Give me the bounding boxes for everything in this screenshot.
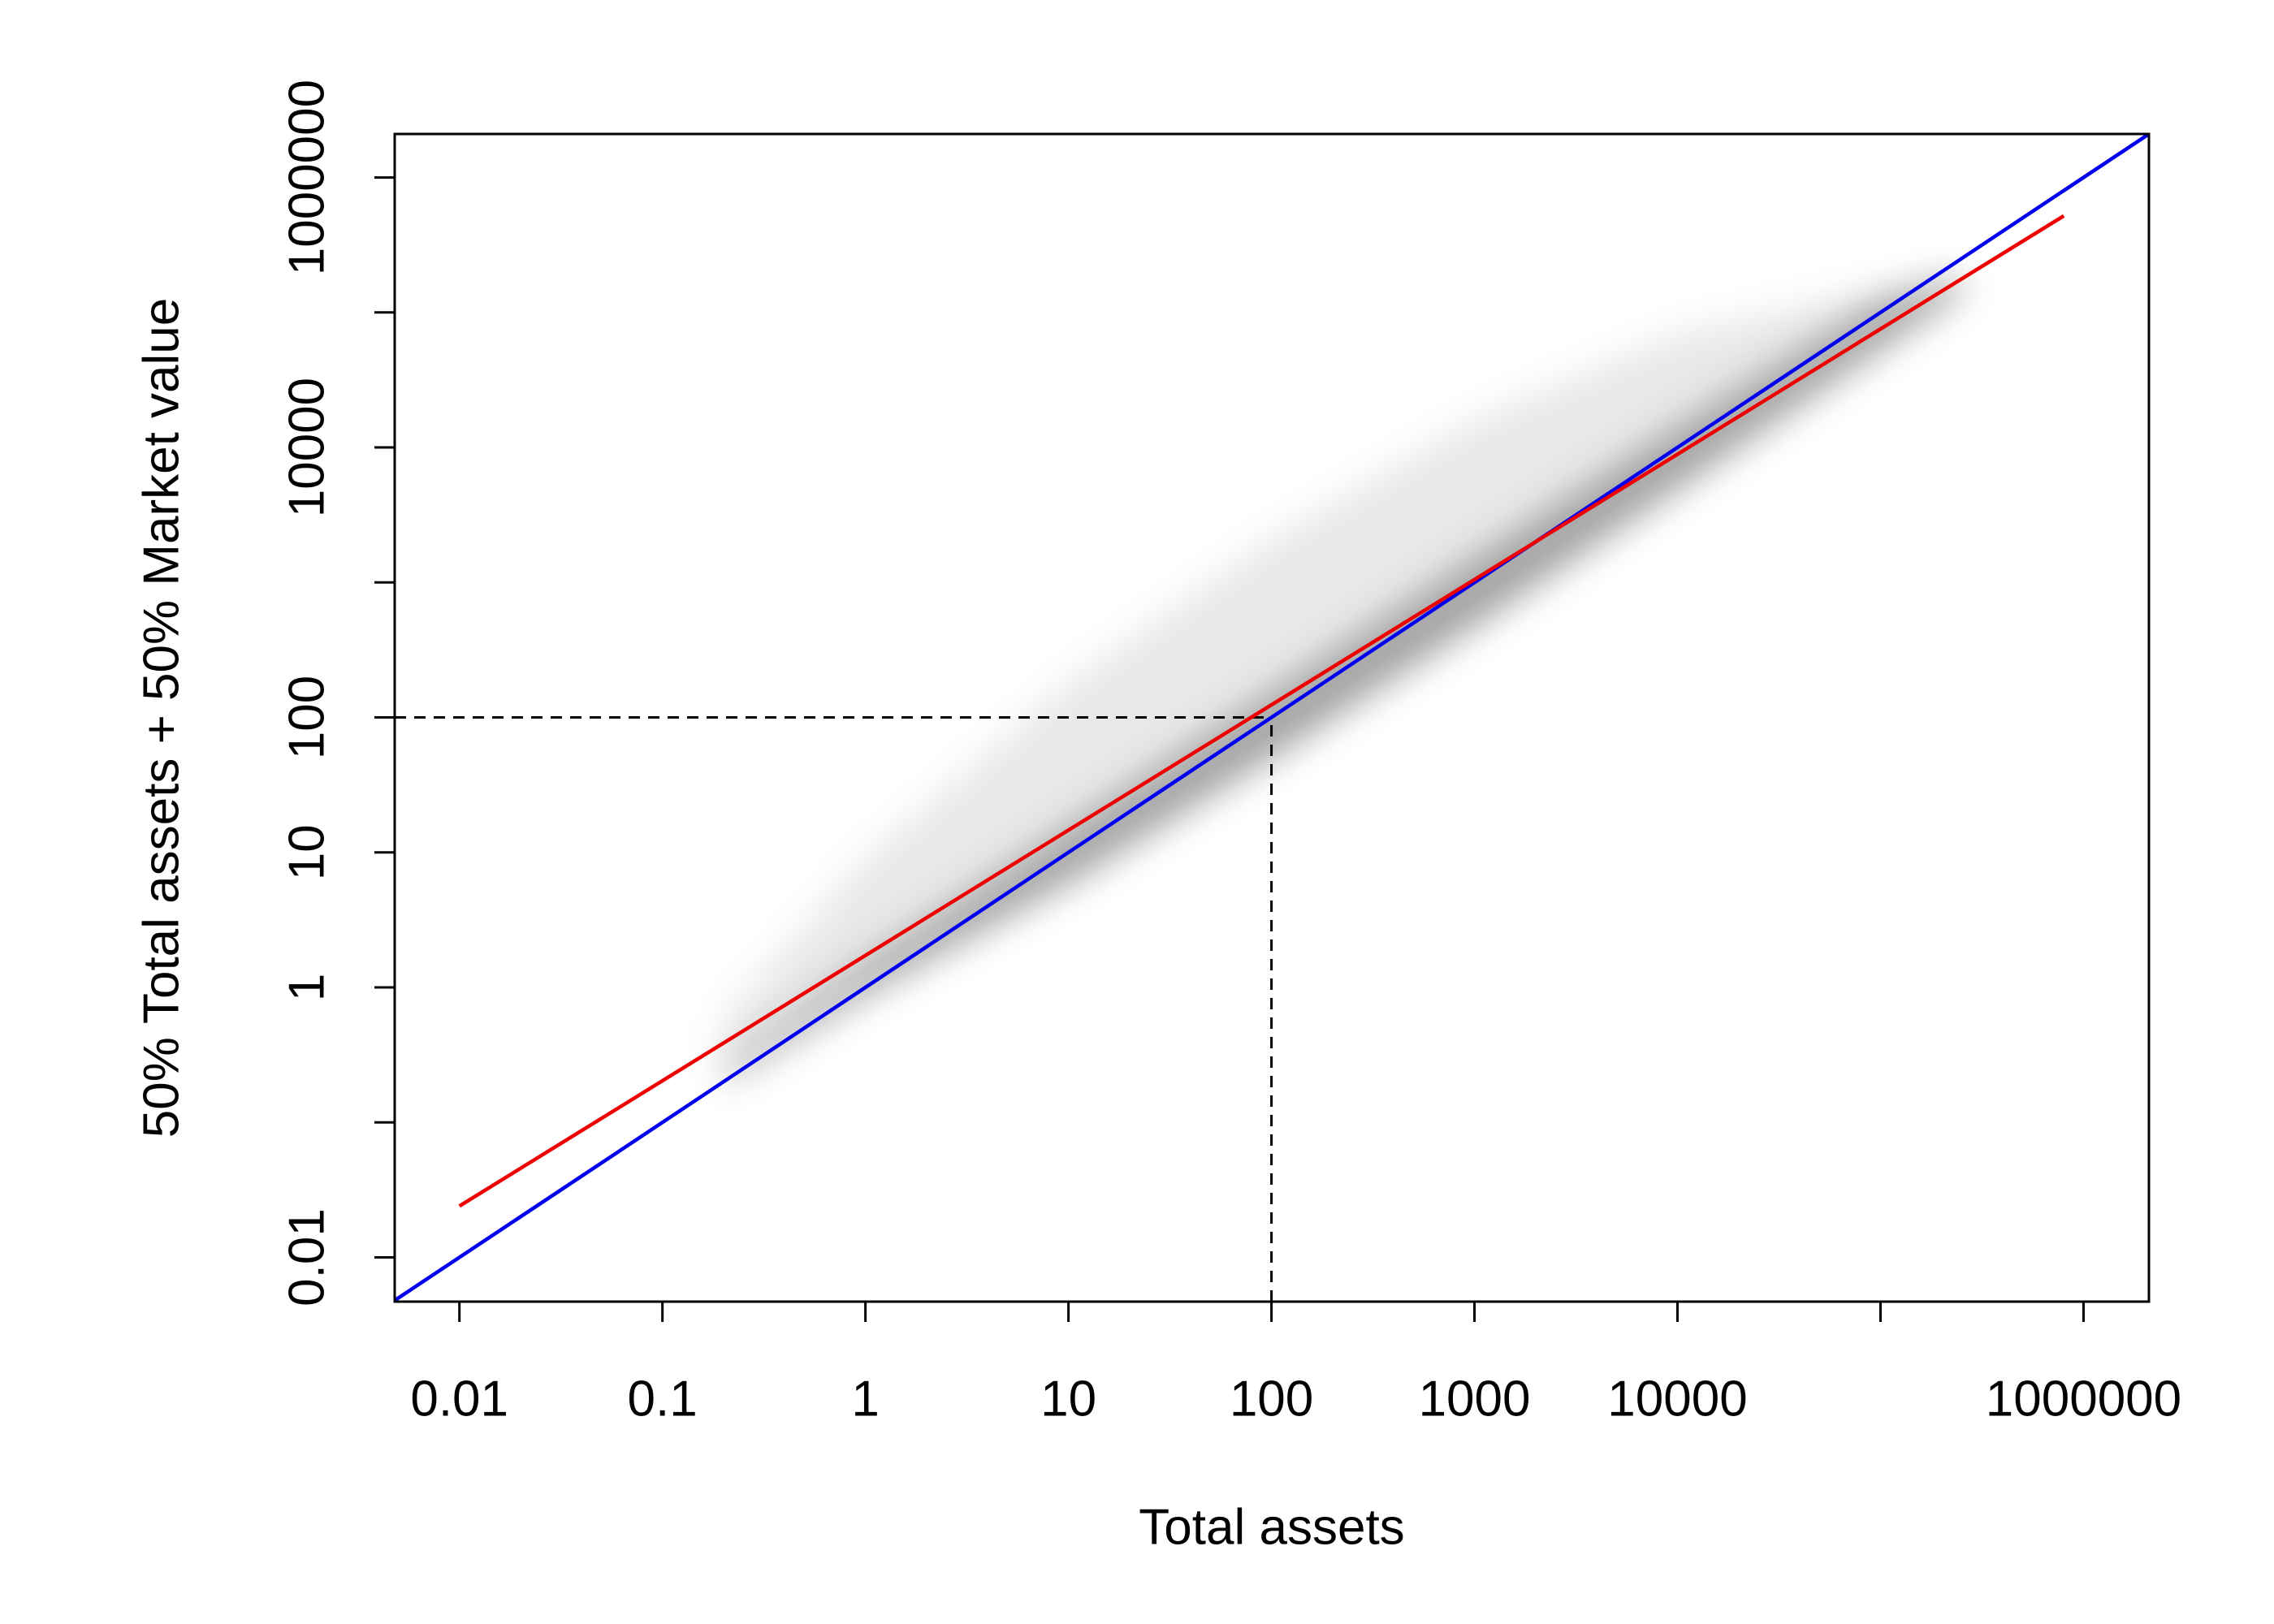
point-density (723, 278, 1961, 1082)
x-tick-label: 0.1 (628, 1371, 698, 1427)
series-line (395, 134, 2149, 1302)
x-tick-label: 100 (1230, 1371, 1313, 1427)
point-cloud (723, 271, 1961, 1082)
x-tick-label: 1 (851, 1371, 879, 1427)
y-tick-label: 0.01 (279, 1208, 335, 1307)
x-tick-label: 10 (1040, 1371, 1096, 1427)
y-tick-label: 1000000 (279, 80, 335, 275)
y-tick-label: 100 (279, 676, 335, 759)
y-tick-label: 10 (279, 824, 335, 880)
series-line (458, 214, 2065, 1208)
y-tick-label: 10000 (279, 378, 335, 517)
x-tick-label: 1000000 (1986, 1371, 2181, 1427)
lines (395, 134, 2149, 1302)
x-tick-label: 1000 (1419, 1371, 1531, 1427)
x-tick-label: 0.01 (410, 1371, 508, 1427)
y-axis-title: 50% Total assets + 50% Market value (133, 298, 189, 1138)
x-axis-title: Total assets (1139, 1499, 1404, 1555)
x-tick-label: 10000 (1607, 1371, 1747, 1427)
y-tick-label: 1 (279, 974, 335, 1001)
